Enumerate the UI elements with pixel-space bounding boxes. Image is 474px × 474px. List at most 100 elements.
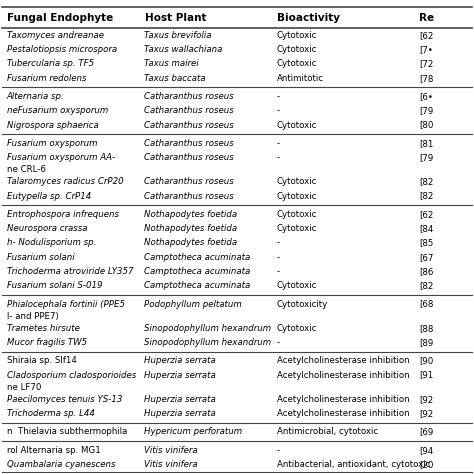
Text: ne CRL-6: ne CRL-6 [7, 165, 46, 174]
Text: Cytotoxicity: Cytotoxicity [277, 300, 328, 309]
Text: [69: [69 [419, 428, 433, 437]
Text: -: - [277, 338, 280, 347]
Text: Talaromyces radicus CrP20: Talaromyces radicus CrP20 [7, 177, 123, 186]
Text: [92: [92 [419, 409, 433, 418]
Text: Antimitotic: Antimitotic [277, 73, 324, 82]
Text: Acetylcholinesterase inhibition: Acetylcholinesterase inhibition [277, 371, 410, 380]
Text: [81: [81 [419, 139, 433, 148]
Text: ne LF70: ne LF70 [7, 383, 41, 392]
Text: Cytotoxic: Cytotoxic [277, 31, 317, 40]
Text: Trametes hirsute: Trametes hirsute [7, 324, 80, 333]
Text: Nothapodytes foetida: Nothapodytes foetida [144, 224, 237, 233]
Text: Taxus wallachiana: Taxus wallachiana [144, 45, 222, 54]
Text: rol Alternaria sp. MG1: rol Alternaria sp. MG1 [7, 446, 100, 455]
Text: Cladosporium cladosporioides: Cladosporium cladosporioides [7, 371, 136, 380]
Text: Quambalaria cyanescens: Quambalaria cyanescens [7, 460, 115, 469]
Text: [90: [90 [419, 356, 433, 365]
Text: Cytotoxic: Cytotoxic [277, 224, 317, 233]
Text: [7•: [7• [419, 45, 433, 54]
Text: Neurospora crassa: Neurospora crassa [7, 224, 87, 233]
Text: Cytotoxic: Cytotoxic [277, 191, 317, 201]
Text: Bioactivity: Bioactivity [277, 13, 340, 23]
Text: Nothapodytes foetida: Nothapodytes foetida [144, 210, 237, 219]
Text: Tubercularia sp. TF5: Tubercularia sp. TF5 [7, 59, 94, 68]
Text: -: - [277, 106, 280, 115]
Text: Sinopodophyllum hexandrum: Sinopodophyllum hexandrum [144, 338, 271, 347]
Text: [78: [78 [419, 73, 433, 82]
Text: -: - [277, 267, 280, 276]
Text: Acetylcholinesterase inhibition: Acetylcholinesterase inhibition [277, 395, 410, 404]
Text: [67: [67 [419, 253, 433, 262]
Text: Fusarium oxysporum AA-: Fusarium oxysporum AA- [7, 153, 115, 162]
Text: l- and PPE7): l- and PPE7) [7, 311, 58, 320]
Text: Fungal Endophyte: Fungal Endophyte [7, 13, 113, 23]
Text: Taxomyces andreanae: Taxomyces andreanae [7, 31, 104, 40]
Text: h- Nodulisporium sp.: h- Nodulisporium sp. [7, 238, 96, 247]
Text: neFusarium oxysporum: neFusarium oxysporum [7, 106, 108, 115]
Text: [85: [85 [419, 238, 433, 247]
Text: Shiraia sp. Slf14: Shiraia sp. Slf14 [7, 356, 76, 365]
Text: Cytotoxic: Cytotoxic [277, 210, 317, 219]
Text: -: - [277, 92, 280, 101]
Text: Catharanthus roseus: Catharanthus roseus [144, 153, 234, 162]
Text: [82: [82 [419, 177, 433, 186]
Text: Vitis vinifera: Vitis vinifera [144, 460, 198, 469]
Text: Vitis vinifera: Vitis vinifera [144, 446, 198, 455]
Text: [88: [88 [419, 324, 433, 333]
Text: [20: [20 [419, 460, 433, 469]
Text: Eutypella sp. CrP14: Eutypella sp. CrP14 [7, 191, 91, 201]
Text: [6•: [6• [419, 92, 433, 101]
Text: -: - [277, 238, 280, 247]
Text: Cytotoxic: Cytotoxic [277, 45, 317, 54]
Text: Cytotoxic: Cytotoxic [277, 120, 317, 129]
Text: Phialocephala fortinii (PPE5: Phialocephala fortinii (PPE5 [7, 300, 125, 309]
Text: -: - [277, 446, 280, 455]
Text: [79: [79 [419, 153, 433, 162]
Text: [82: [82 [419, 191, 433, 201]
Text: Cytotoxic: Cytotoxic [277, 177, 317, 186]
Text: Antibacterial, antioxidant, cytotoxic: Antibacterial, antioxidant, cytotoxic [277, 460, 430, 469]
Text: Nigrospora sphaerica: Nigrospora sphaerica [7, 120, 99, 129]
Text: [72: [72 [419, 59, 433, 68]
Text: Mucor fragilis TW5: Mucor fragilis TW5 [7, 338, 87, 347]
Text: Taxus brevifolia: Taxus brevifolia [144, 31, 211, 40]
Text: [91: [91 [419, 371, 433, 380]
Text: Podophyllum peltatum: Podophyllum peltatum [144, 300, 242, 309]
Text: Alternaria sp.: Alternaria sp. [7, 92, 64, 101]
Text: Fusarium solani: Fusarium solani [7, 253, 74, 262]
Text: [86: [86 [419, 267, 433, 276]
Text: Fusarium solani S-019: Fusarium solani S-019 [7, 281, 102, 290]
Text: Host Plant: Host Plant [145, 13, 206, 23]
Text: [62: [62 [419, 31, 433, 40]
Text: Fusarium redolens: Fusarium redolens [7, 73, 86, 82]
Text: Acetylcholinesterase inhibition: Acetylcholinesterase inhibition [277, 409, 410, 418]
Text: -: - [277, 253, 280, 262]
Text: [89: [89 [419, 338, 433, 347]
Text: Trichoderma atroviride LY357: Trichoderma atroviride LY357 [7, 267, 133, 276]
Text: [68: [68 [419, 300, 433, 309]
Text: [84: [84 [419, 224, 433, 233]
Text: Sinopodophyllum hexandrum: Sinopodophyllum hexandrum [144, 324, 271, 333]
Text: Catharanthus roseus: Catharanthus roseus [144, 139, 234, 148]
Text: Camptotheca acuminata: Camptotheca acuminata [144, 281, 250, 290]
Text: Taxus mairei: Taxus mairei [144, 59, 199, 68]
Text: Taxus baccata: Taxus baccata [144, 73, 206, 82]
Text: Cytotoxic: Cytotoxic [277, 281, 317, 290]
Text: Catharanthus roseus: Catharanthus roseus [144, 120, 234, 129]
Text: n  Thielavia subthermophila: n Thielavia subthermophila [7, 428, 127, 437]
Text: Acetylcholinesterase inhibition: Acetylcholinesterase inhibition [277, 356, 410, 365]
Text: Pestalotiopsis microspora: Pestalotiopsis microspora [7, 45, 117, 54]
Text: Catharanthus roseus: Catharanthus roseus [144, 177, 234, 186]
Text: [92: [92 [419, 395, 433, 404]
Text: Hypericum perforatum: Hypericum perforatum [144, 428, 242, 437]
Text: Huperzia serrata: Huperzia serrata [144, 356, 216, 365]
Text: -: - [277, 153, 280, 162]
Text: Paecilomyces tenuis YS-13: Paecilomyces tenuis YS-13 [7, 395, 122, 404]
Text: -: - [277, 139, 280, 148]
Text: Antimicrobial, cytotoxic: Antimicrobial, cytotoxic [277, 428, 378, 437]
Text: Nothapodytes foetida: Nothapodytes foetida [144, 238, 237, 247]
Text: [80: [80 [419, 120, 433, 129]
Text: Huperzia serrata: Huperzia serrata [144, 371, 216, 380]
Text: Re: Re [419, 13, 435, 23]
Text: Entrophospora infrequens: Entrophospora infrequens [7, 210, 118, 219]
